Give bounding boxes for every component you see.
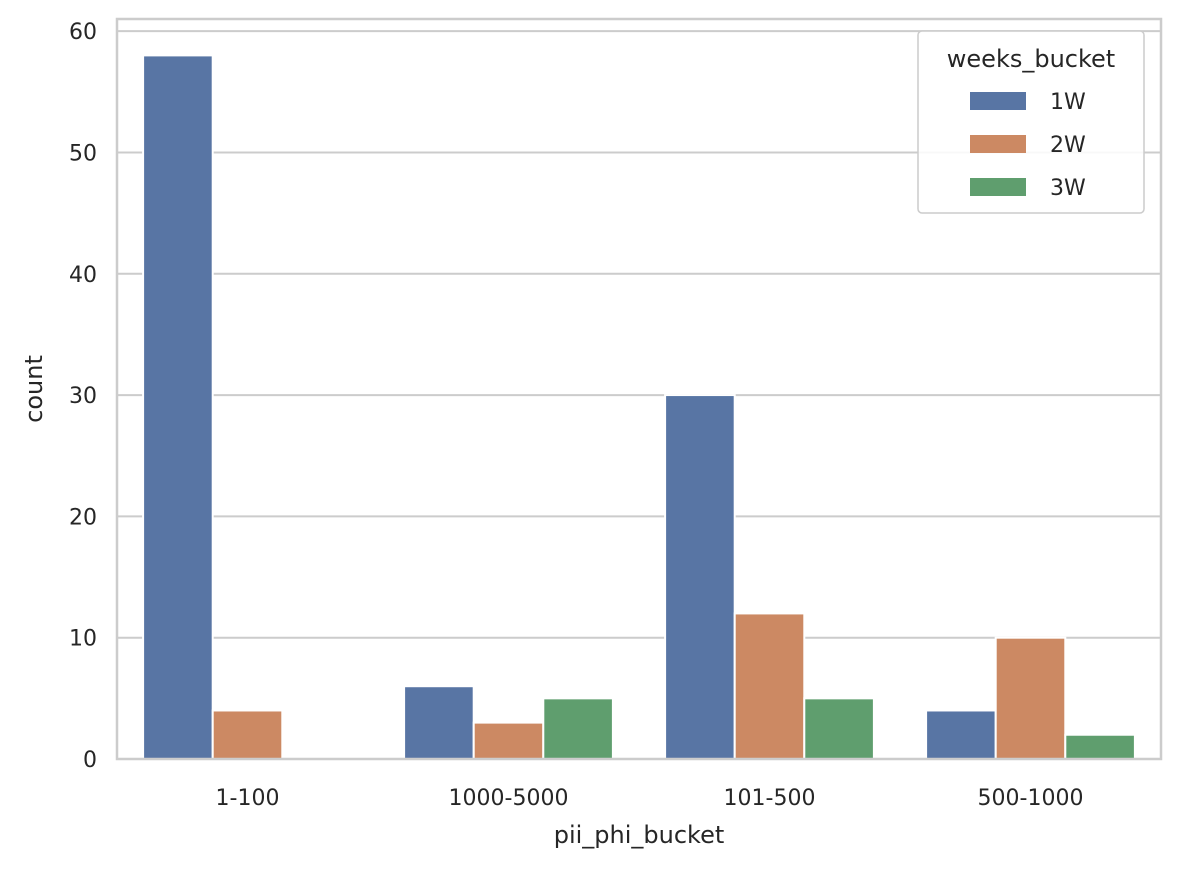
- y-tick-label: 20: [69, 505, 97, 530]
- y-tick-label: 10: [69, 627, 97, 652]
- y-tick-labels: 0 10 20 30 40 50 60: [69, 20, 97, 773]
- y-tick-label: 40: [69, 263, 97, 288]
- legend-label-3W: 3W: [1050, 176, 1086, 201]
- x-tick-label: 500-1000: [978, 786, 1084, 811]
- legend-swatch-2W: [970, 135, 1026, 153]
- legend-swatch-1W: [970, 92, 1026, 110]
- bar-1W-101-500: [664, 394, 736, 760]
- y-axis-label: count: [20, 355, 48, 423]
- x-tick-label: 1000-5000: [449, 786, 569, 811]
- y-tick-label: 30: [69, 384, 97, 409]
- legend-label-2W: 2W: [1050, 133, 1086, 158]
- bar-1W-1000-5000: [403, 685, 475, 761]
- x-tick-label: 1-100: [216, 786, 280, 811]
- bar-2W-1-100: [211, 709, 284, 760]
- bar-1W-1-100: [142, 54, 214, 761]
- bar-2W-1000-5000: [472, 721, 545, 761]
- legend-title: weeks_bucket: [947, 45, 1115, 73]
- legend-items: 1W 2W 3W: [970, 90, 1086, 201]
- bar-3W-1000-5000: [542, 697, 614, 760]
- bar-2W-500-1000: [994, 636, 1067, 761]
- gridlines: [117, 30, 1161, 760]
- y-tick-label: 0: [83, 748, 97, 773]
- plot-frame: [115, 17, 1163, 761]
- bar-3W-101-500: [803, 697, 875, 760]
- legend-swatch-3W: [970, 178, 1026, 196]
- bar-1W-500-1000: [925, 709, 997, 760]
- legend-box: [917, 30, 1145, 214]
- legend-label-1W: 1W: [1050, 90, 1086, 115]
- y-tick-label: 50: [69, 141, 97, 166]
- bar-3W-500-1000: [1064, 733, 1136, 761]
- x-tick-labels: 1-100 1000-5000 101-500 500-1000: [216, 786, 1084, 811]
- x-tick-label: 101-500: [724, 786, 816, 811]
- y-tick-label: 60: [69, 20, 97, 45]
- bar-2W-101-500: [733, 612, 806, 760]
- legend: weeks_bucket 1W 2W 3W: [917, 30, 1145, 214]
- x-axis-label: pii_phi_bucket: [554, 821, 725, 849]
